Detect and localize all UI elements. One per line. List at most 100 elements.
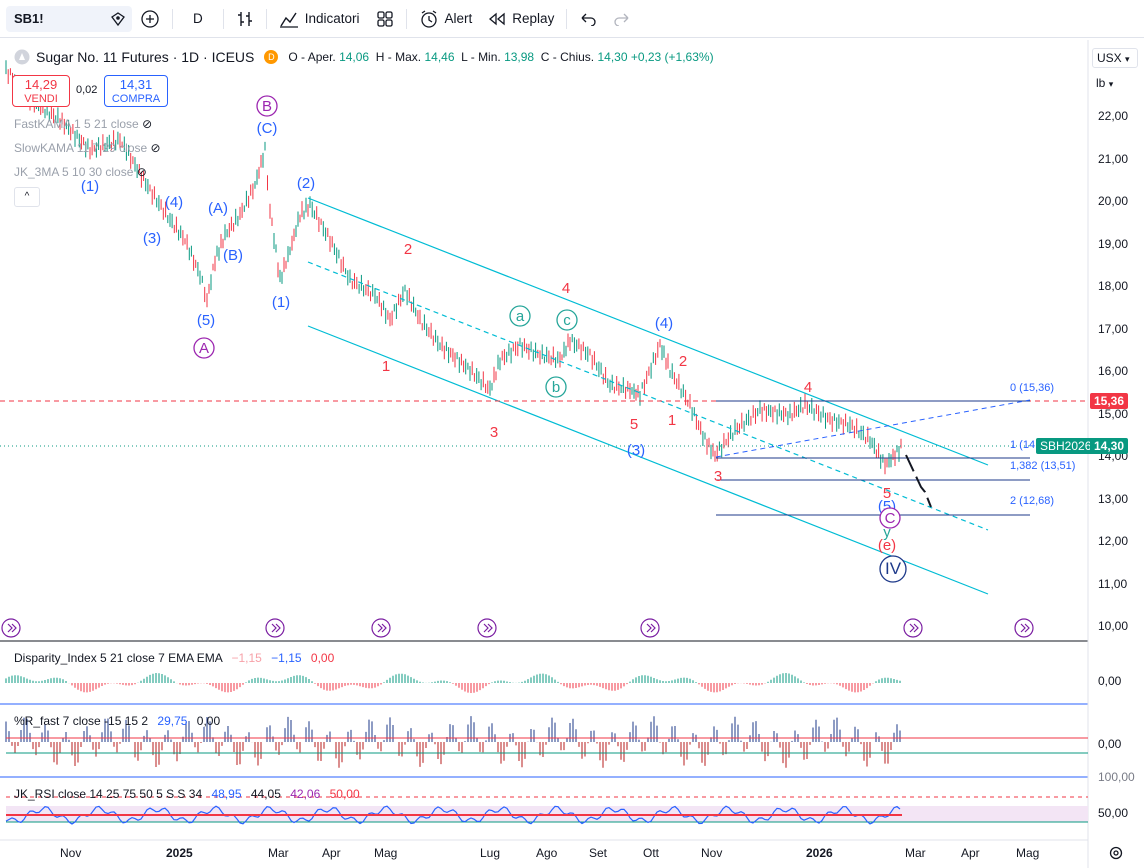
price-tick: 12,00 bbox=[1098, 534, 1129, 548]
wave-label: (e) bbox=[878, 537, 896, 554]
wave-label: (5) bbox=[197, 312, 215, 329]
chart-legend: Sugar No. 11 Futures · 1D · ICEUS D O - … bbox=[14, 49, 714, 65]
wave-label: (2) bbox=[297, 175, 315, 192]
wave-label: 5 bbox=[883, 485, 891, 502]
indicator-label: FastKAMA 1 5 21 close bbox=[14, 117, 139, 131]
eye-hidden-icon[interactable]: ⊘ bbox=[142, 117, 153, 131]
symbol-logo-icon bbox=[14, 49, 30, 65]
high-value: 14,46 bbox=[424, 50, 455, 64]
sell-button[interactable]: 14,29 COMPRA VENDI bbox=[12, 75, 70, 107]
wave-circle bbox=[193, 337, 215, 359]
chart-type-button[interactable] bbox=[228, 6, 262, 32]
indicator-slowkama[interactable]: SlowKAMA 11 7 29 close ⊘ bbox=[14, 141, 161, 155]
collapse-legend-button[interactable]: ^ bbox=[14, 187, 40, 207]
indicators-button[interactable]: Indicatori bbox=[271, 6, 368, 32]
indicator-fastkama[interactable]: FastKAMA 1 5 21 close ⊘ bbox=[14, 117, 152, 131]
grid-icon bbox=[376, 10, 393, 27]
symbol-search[interactable]: SB1! bbox=[6, 5, 132, 32]
fib-level-2: 2 (12,68) bbox=[1010, 495, 1055, 507]
symbol-label: SB1! bbox=[14, 11, 44, 26]
unit-select[interactable]: lb ▾ bbox=[1092, 74, 1138, 94]
undo-icon bbox=[581, 13, 596, 26]
wave-circle bbox=[879, 555, 907, 583]
disparity-label: Disparity_Index 5 21 close 7 EMA EMA bbox=[14, 651, 223, 665]
sell-label: VENDI bbox=[24, 93, 58, 105]
add-symbol-button[interactable] bbox=[132, 6, 168, 32]
indicator-label: JK_3MA 5 10 30 close bbox=[14, 165, 134, 179]
low-label: L - Min. bbox=[461, 50, 501, 64]
wave-label: (B) bbox=[223, 247, 243, 264]
time-tick: Lug bbox=[480, 846, 501, 860]
channel-lower bbox=[307, 325, 989, 595]
layouts-button[interactable] bbox=[368, 6, 402, 32]
open-label: O - Aper. bbox=[288, 50, 336, 64]
symbol-price-badge: SBH2026 bbox=[1036, 438, 1096, 454]
open-value: 14,06 bbox=[339, 50, 370, 64]
settings-icon[interactable] bbox=[1108, 845, 1124, 866]
wave-circle bbox=[545, 376, 567, 398]
rsi-line bbox=[5, 805, 901, 825]
williams-label: %R_fast 7 close -15 15 2 bbox=[14, 714, 149, 728]
channel-mid bbox=[307, 261, 989, 531]
event-marker-glyph bbox=[271, 623, 281, 633]
plus-circle-icon bbox=[141, 9, 159, 28]
time-tick: Mag bbox=[374, 846, 398, 860]
interval-button[interactable]: D bbox=[177, 6, 219, 32]
current-price-badge: 14,30 bbox=[1090, 438, 1129, 454]
wave-label: (1) bbox=[272, 294, 290, 311]
event-marker-icon bbox=[265, 618, 285, 638]
currency-label: USX bbox=[1097, 51, 1122, 65]
williams-axis-label-2: 100,00 bbox=[1098, 770, 1135, 784]
event-marker-icon bbox=[371, 618, 391, 638]
wave-label: (1) bbox=[81, 178, 99, 195]
buy-label: COMPRA bbox=[111, 93, 161, 105]
event-marker-glyph bbox=[909, 623, 919, 633]
indicator-jk3ma[interactable]: JK_3MA 5 10 30 close ⊘ bbox=[14, 165, 147, 179]
redo-button[interactable] bbox=[605, 6, 639, 32]
wave-label: 1 bbox=[382, 358, 390, 375]
williams-value-1: 29,75 bbox=[157, 714, 188, 728]
divider bbox=[265, 8, 267, 29]
wave-label: 1 bbox=[668, 412, 676, 429]
replay-button[interactable]: Replay bbox=[480, 6, 562, 32]
rsi-value-4: 50,00 bbox=[329, 787, 360, 801]
fib-level-0: 0 (15,36) bbox=[1010, 382, 1055, 394]
price-tick: 11,00 bbox=[1098, 576, 1128, 591]
sell-price: 14,29 bbox=[24, 77, 58, 92]
wave-circle bbox=[879, 507, 901, 529]
disparity-value-1: −1,15 bbox=[231, 651, 262, 665]
chevron-down-icon: ▾ bbox=[1108, 79, 1114, 89]
price-tick: 18,00 bbox=[1098, 279, 1129, 293]
event-marker-glyph bbox=[7, 623, 17, 633]
wave-label: 2 bbox=[404, 241, 412, 258]
disparity-value-2: −1,15 bbox=[271, 651, 302, 665]
undo-button[interactable] bbox=[571, 6, 605, 32]
compare-icon[interactable] bbox=[110, 11, 126, 27]
rsi-value-2: 44,05 bbox=[250, 787, 281, 801]
wave-label: (3) bbox=[143, 230, 161, 247]
disparity-pane-legend[interactable]: Disparity_Index 5 21 close 7 EMA EMA −1,… bbox=[14, 651, 334, 665]
symbol-title[interactable]: Sugar No. 11 Futures · 1D · ICEUS bbox=[36, 49, 255, 65]
wave-label: (C) bbox=[257, 120, 278, 137]
chart-canvas[interactable]: (1) (4) (3) (A) (B) (5) A B (C) (2) (1) 2 1 3 4 a c b (4) 5… bbox=[0, 40, 1144, 868]
wave-label: 4 bbox=[562, 280, 570, 297]
high-label: H - Max. bbox=[375, 50, 422, 64]
time-tick: 2025 bbox=[166, 846, 193, 860]
alert-button[interactable]: Alert bbox=[411, 6, 481, 32]
rsi-pane-legend[interactable]: JK_RSI close 14 25 75 50 5 S S 34 48,95 … bbox=[14, 787, 360, 801]
interval-label: D bbox=[193, 11, 203, 26]
wave-circle bbox=[256, 95, 278, 117]
indicators-label: Indicatori bbox=[304, 11, 360, 26]
projection-path bbox=[905, 454, 932, 508]
wave-label: B bbox=[262, 98, 272, 115]
currency-select[interactable]: USX ▾ bbox=[1092, 48, 1138, 68]
eye-hidden-icon[interactable]: ⊘ bbox=[136, 165, 147, 179]
price-tick: 22,00 bbox=[1098, 109, 1129, 123]
time-tick: Set bbox=[589, 846, 608, 860]
buy-button[interactable]: 14,31 COMPRA bbox=[104, 75, 168, 107]
unit-label: lb bbox=[1096, 76, 1106, 90]
eye-hidden-icon[interactable]: ⊘ bbox=[150, 141, 161, 155]
williams-pane-legend[interactable]: %R_fast 7 close -15 15 2 29,75 0,00 bbox=[14, 714, 220, 728]
divider bbox=[222, 8, 224, 29]
close-value: 14,30 bbox=[597, 50, 628, 64]
